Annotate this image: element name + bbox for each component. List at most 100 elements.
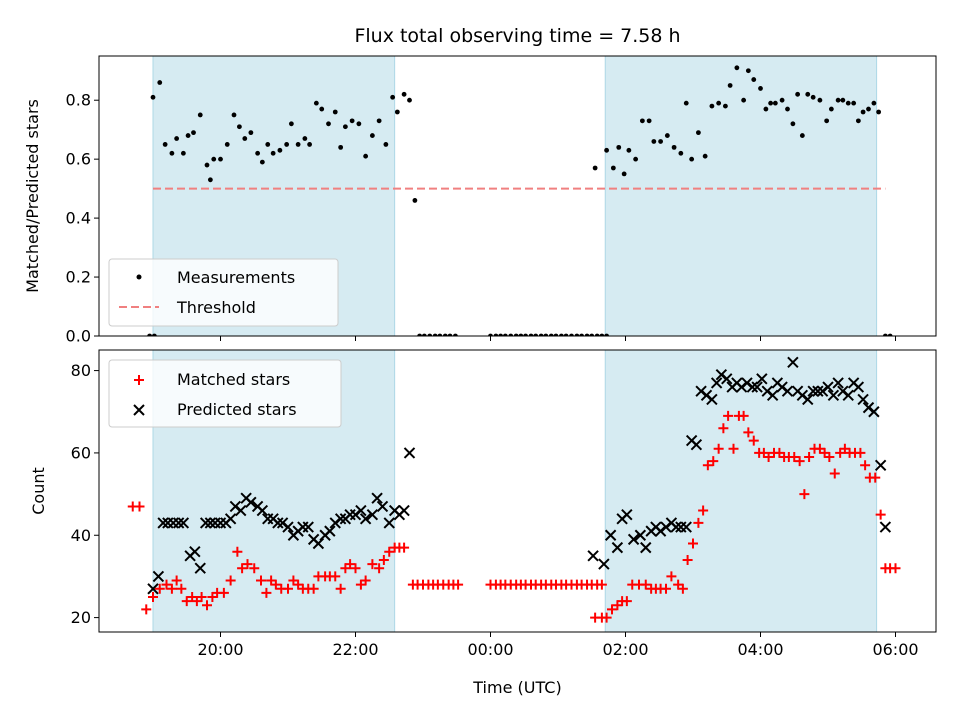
predicted-stars-point bbox=[842, 389, 854, 401]
measurement-point bbox=[295, 142, 301, 147]
matched-stars-point bbox=[399, 542, 410, 553]
observing-window-2 bbox=[604, 56, 878, 336]
matched-stars-point bbox=[763, 452, 774, 463]
legend-marker-matched bbox=[134, 375, 144, 385]
predicted-stars-point bbox=[690, 438, 703, 451]
top-axes: 0.0 0.2 0.4 0.6 0.8 Matched/Predicted stars Fl… bbox=[23, 25, 937, 346]
bottom-axes: 20 40 60 80 20:00 22:00 00:00 02:00 04:00 06:00 Co… bbox=[29, 349, 937, 697]
predicted-stars-point bbox=[604, 529, 617, 541]
measurement-point bbox=[207, 177, 213, 183]
matched-stars-point bbox=[601, 612, 612, 623]
matched-stars-point bbox=[718, 423, 729, 434]
y-tick-label: 0.4 bbox=[66, 209, 91, 228]
predicted-stars-point bbox=[706, 393, 718, 406]
measurement-point bbox=[824, 118, 830, 124]
matched-stars-point bbox=[860, 460, 871, 471]
measurement-point bbox=[180, 150, 186, 156]
matched-stars-point bbox=[374, 563, 385, 574]
matched-stars-point bbox=[270, 579, 281, 590]
measurement-point bbox=[882, 333, 888, 336]
legend-marker-measurements bbox=[136, 274, 142, 280]
predicted-stars-point bbox=[152, 570, 165, 583]
measurement-point bbox=[594, 333, 600, 336]
matched-stars-point bbox=[232, 546, 243, 557]
matched-stars-point bbox=[596, 579, 607, 590]
measurement-point bbox=[639, 118, 645, 124]
measurement-point bbox=[259, 159, 265, 165]
measurement-point bbox=[237, 124, 242, 130]
measurement-point bbox=[558, 333, 564, 336]
matched-stars-point bbox=[242, 559, 253, 570]
measurement-point bbox=[592, 165, 598, 171]
measurement-point bbox=[696, 130, 701, 136]
x-tick-label: 02:00 bbox=[602, 640, 648, 659]
measurement-point bbox=[376, 118, 382, 124]
predicted-stars-point bbox=[751, 381, 763, 393]
predicted-stars-point bbox=[874, 459, 887, 471]
measurement-point bbox=[528, 333, 534, 336]
y-tick-label: 0.8 bbox=[66, 91, 91, 110]
measurement-point bbox=[768, 100, 774, 106]
matched-stars-point bbox=[702, 460, 713, 471]
measurement-point bbox=[716, 100, 722, 106]
measurement-point bbox=[664, 133, 670, 138]
measurement-point bbox=[265, 142, 271, 147]
x-tick-label: 22:00 bbox=[332, 640, 378, 659]
legend-box bbox=[108, 258, 339, 327]
matched-stars-point bbox=[677, 583, 688, 594]
measurement-point bbox=[626, 147, 632, 153]
measurement-point bbox=[671, 144, 677, 150]
measurement-point bbox=[518, 333, 524, 336]
predicted-stars-point bbox=[721, 373, 733, 385]
measurement-point bbox=[851, 100, 857, 106]
measurement-point bbox=[543, 333, 549, 336]
measurement-point bbox=[363, 153, 369, 159]
measurement-point bbox=[799, 133, 805, 138]
predicted-stars-point bbox=[807, 385, 819, 397]
measurement-point bbox=[533, 333, 539, 336]
predicted-stars-point bbox=[324, 525, 336, 537]
matched-stars-point bbox=[367, 559, 378, 570]
predicted-stars-point bbox=[640, 541, 652, 554]
matched-stars-point bbox=[261, 587, 272, 598]
measurement-point bbox=[866, 106, 871, 112]
y-tick-label: 40 bbox=[71, 526, 91, 545]
series-matched-stars bbox=[127, 410, 901, 623]
y-tick-label: 0.0 bbox=[66, 327, 91, 346]
axes-frame bbox=[98, 55, 937, 337]
matched-stars-point bbox=[154, 583, 165, 594]
predicted-stars-point bbox=[634, 529, 647, 541]
measurement-point bbox=[646, 118, 652, 124]
predicted-stars-point bbox=[204, 517, 217, 529]
predicted-stars-point bbox=[282, 521, 294, 533]
predicted-stars-point bbox=[710, 377, 723, 389]
predicted-stars-point bbox=[398, 504, 410, 517]
predicted-stars-point bbox=[235, 504, 247, 517]
measurement-point bbox=[763, 106, 769, 112]
matched-stars-point bbox=[870, 472, 881, 483]
matched-stars-point bbox=[804, 452, 815, 463]
matched-stars-point bbox=[330, 571, 341, 582]
predicted-stars-point bbox=[224, 513, 237, 525]
predicted-stars-point bbox=[312, 537, 325, 550]
measurement-point bbox=[513, 333, 519, 336]
measurement-point bbox=[394, 109, 400, 115]
measurement-point bbox=[508, 333, 514, 336]
measurement-point bbox=[790, 121, 796, 127]
measurement-point bbox=[599, 333, 605, 336]
y-tick-label: 0.2 bbox=[66, 268, 91, 287]
measurement-point bbox=[401, 91, 407, 97]
measurement-point bbox=[390, 94, 396, 100]
predicted-stars-point bbox=[371, 492, 383, 504]
predicted-stars-point bbox=[177, 517, 190, 529]
matched-stars-point bbox=[728, 443, 739, 454]
legend-box bbox=[108, 359, 342, 428]
measurement-point bbox=[242, 136, 248, 141]
matched-stars-point bbox=[829, 468, 840, 479]
measurement-point bbox=[604, 147, 609, 153]
measurement-point bbox=[658, 139, 663, 144]
measurement-point bbox=[887, 333, 893, 336]
matched-stars-point bbox=[335, 583, 346, 594]
matched-stars-point bbox=[249, 563, 260, 574]
predicted-stars-point bbox=[611, 541, 624, 554]
